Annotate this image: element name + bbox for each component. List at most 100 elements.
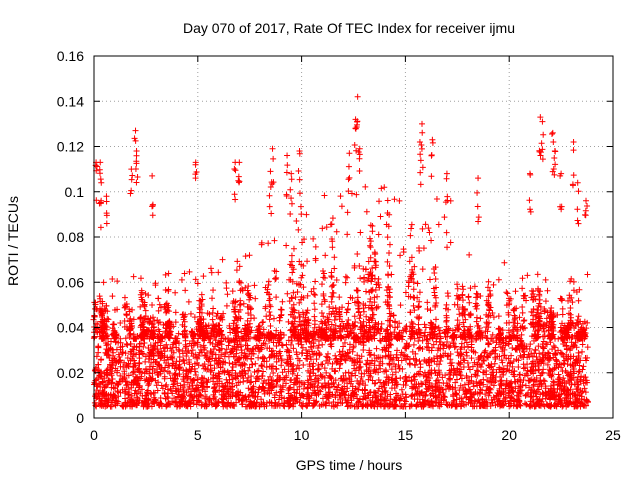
data-point [163, 402, 170, 409]
data-point [293, 390, 300, 397]
data-point [337, 396, 344, 403]
data-point [349, 321, 356, 328]
data-point [134, 367, 141, 374]
data-point [531, 403, 538, 410]
data-point [368, 278, 375, 285]
data-point [383, 221, 390, 228]
data-point [552, 402, 559, 409]
data-point [507, 295, 514, 302]
data-point [109, 275, 116, 282]
data-point [518, 387, 525, 394]
data-point [422, 324, 429, 331]
data-point [255, 332, 262, 339]
data-point [290, 345, 297, 352]
data-point [145, 292, 152, 299]
data-point [138, 294, 145, 301]
data-point [389, 398, 396, 405]
data-point [351, 262, 358, 269]
data-point [326, 389, 333, 396]
data-point [366, 324, 373, 331]
data-point [427, 322, 434, 329]
data-point [167, 323, 174, 330]
data-point [246, 364, 253, 371]
data-point [454, 317, 461, 324]
data-point [460, 363, 467, 370]
data-point [444, 353, 451, 360]
data-point [470, 383, 477, 390]
data-point [104, 308, 111, 315]
data-point [193, 386, 200, 393]
data-point [432, 294, 439, 301]
data-point [344, 399, 351, 406]
data-point [357, 326, 364, 333]
data-point [290, 289, 297, 296]
data-point [345, 354, 352, 361]
data-point [381, 184, 388, 191]
data-point [328, 221, 335, 228]
data-point [437, 341, 444, 348]
data-point [313, 356, 320, 363]
data-point [399, 351, 406, 358]
data-point [484, 301, 491, 308]
data-point [214, 375, 221, 382]
data-point [356, 355, 363, 362]
data-point [467, 393, 474, 400]
data-point [385, 301, 392, 308]
data-point [384, 393, 391, 400]
data-point [282, 374, 289, 381]
data-point [535, 362, 542, 369]
data-point [98, 400, 105, 407]
data-point [573, 359, 580, 366]
data-point [579, 348, 586, 355]
data-point [411, 263, 418, 270]
data-point [318, 301, 325, 308]
data-point [303, 310, 310, 317]
data-point [328, 298, 335, 305]
data-point [155, 353, 162, 360]
data-point [266, 309, 273, 316]
data-point [385, 352, 392, 359]
data-point [215, 398, 222, 405]
data-point [138, 287, 145, 294]
data-point [480, 402, 487, 409]
data-point [466, 396, 473, 403]
data-point [509, 344, 516, 351]
data-point [508, 393, 515, 400]
data-point [372, 393, 379, 400]
data-point [293, 351, 300, 358]
data-point [217, 364, 224, 371]
data-point [369, 394, 376, 401]
data-point [328, 375, 335, 382]
data-point [432, 383, 439, 390]
data-point [266, 345, 273, 352]
data-point [247, 306, 254, 313]
data-point [352, 323, 359, 330]
data-point [150, 327, 157, 334]
data-point [452, 384, 459, 391]
data-point [266, 316, 273, 323]
data-point [428, 324, 435, 331]
data-point [360, 300, 367, 307]
data-point [476, 382, 483, 389]
data-point [376, 362, 383, 369]
data-point [245, 283, 252, 290]
data-point [517, 379, 524, 386]
data-point [229, 288, 236, 295]
data-point [563, 343, 570, 350]
data-point [279, 342, 286, 349]
data-point [288, 252, 295, 259]
data-point [334, 358, 341, 365]
data-point [446, 344, 453, 351]
data-point [551, 382, 558, 389]
data-point [355, 305, 362, 312]
data-point [496, 385, 503, 392]
data-point [230, 401, 237, 408]
data-point [127, 332, 134, 339]
data-point [108, 403, 115, 410]
data-point [562, 367, 569, 374]
data-point [357, 320, 364, 327]
data-point [198, 309, 205, 316]
data-point [216, 346, 223, 353]
data-point [230, 346, 237, 353]
data-point [529, 353, 536, 360]
